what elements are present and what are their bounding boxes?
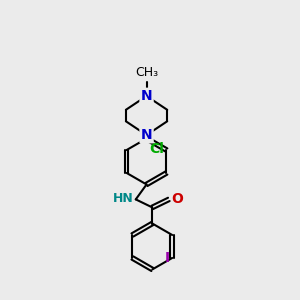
Text: O: O: [172, 192, 184, 206]
Text: N: N: [141, 89, 152, 103]
Text: HN: HN: [113, 192, 134, 205]
Text: Cl: Cl: [149, 142, 164, 156]
Text: I: I: [165, 251, 170, 265]
Text: N: N: [141, 128, 152, 142]
Text: CH₃: CH₃: [135, 67, 158, 80]
